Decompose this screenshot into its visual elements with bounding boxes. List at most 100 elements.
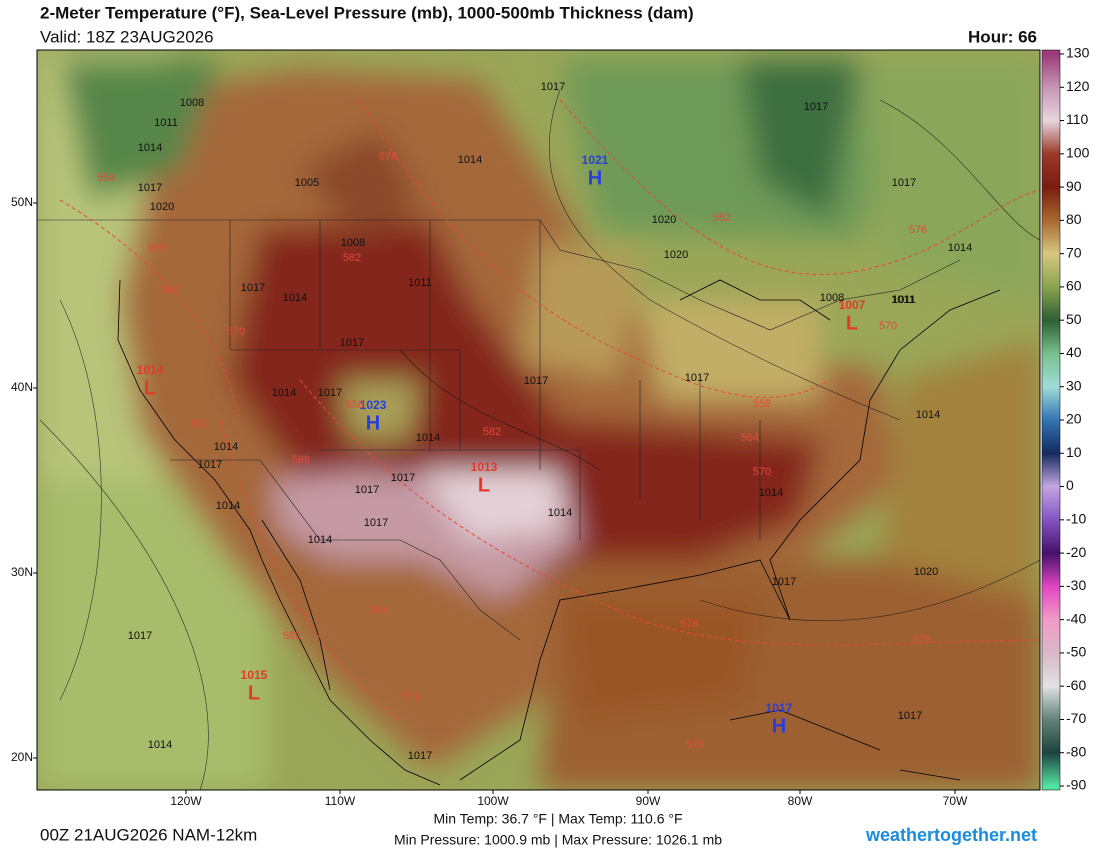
- isobar-label: 1008: [820, 292, 844, 304]
- colorbar-tick-label: 60: [1066, 278, 1082, 294]
- colorbar-tick-label: 40: [1066, 344, 1082, 360]
- isobar-label: 1008: [341, 237, 365, 249]
- isobar-label: 1005: [295, 177, 319, 189]
- thickness-label: 576: [909, 224, 927, 236]
- map-frame: [36, 49, 1041, 791]
- center-letter: L: [144, 377, 156, 399]
- thickness-label: 582: [483, 426, 501, 438]
- colorbar-tick-label: -20: [1066, 544, 1086, 560]
- center-letter: H: [366, 412, 380, 434]
- colorbar-tick-label: -50: [1066, 644, 1086, 660]
- isobar-label: 1011: [891, 294, 915, 306]
- isobar-label: 1020: [664, 249, 688, 261]
- title: 2-Meter Temperature (°F), Sea-Level Pres…: [40, 3, 694, 22]
- temp-stats: Min Temp: 36.7 °F | Max Temp: 110.6 °F: [433, 811, 682, 827]
- colorbar-tick-label: -40: [1066, 610, 1086, 626]
- colorbar-tick-label: 130: [1066, 45, 1090, 61]
- isobar-label: 1017: [685, 372, 709, 384]
- isobar-label: 1017: [391, 472, 415, 484]
- thickness-label: 570: [879, 320, 897, 332]
- colorbar-tick-label: 80: [1066, 211, 1082, 227]
- colorbar-tick-label: -70: [1066, 710, 1086, 726]
- model-run: 00Z 21AUG2026 NAM-12km: [40, 825, 257, 844]
- isobar-label: 1014: [148, 739, 172, 751]
- lon-label: 80W: [788, 794, 813, 808]
- lon-label: 90W: [636, 794, 661, 808]
- colorbar-tick-label: 0: [1066, 477, 1074, 493]
- isobar-label: 1017: [355, 484, 379, 496]
- isobar-label: 1017: [241, 282, 265, 294]
- center-pressure: 1007: [839, 298, 866, 312]
- isobar-label: 1017: [340, 337, 364, 349]
- isobar-label: 1017: [364, 517, 388, 529]
- colorbar-tick-label: -80: [1066, 743, 1086, 759]
- isobar-label: 1017: [524, 375, 548, 387]
- center-pressure: 1014: [137, 363, 164, 377]
- lon-label: 100W: [477, 794, 509, 808]
- thickness-label: 576: [686, 739, 704, 751]
- center-letter: H: [588, 167, 602, 189]
- isobar-label: 1020: [652, 214, 676, 226]
- colorbar-tick-label: 10: [1066, 444, 1082, 460]
- thickness-label: 588: [292, 454, 310, 466]
- forecast-hour: Hour: 66: [968, 27, 1037, 46]
- thickness-label: 564: [161, 284, 179, 296]
- center-pressure: 1021: [582, 153, 609, 167]
- colorbar-tick-label: 30: [1066, 377, 1082, 393]
- isobar-label: 1017: [318, 387, 342, 399]
- isobar-label: 1017: [138, 182, 162, 194]
- colorbar-tick-label: 20: [1066, 411, 1082, 427]
- lon-label: 110W: [325, 794, 356, 808]
- thickness-label: 558: [753, 398, 771, 410]
- isobar-label: 1014: [416, 432, 440, 444]
- colorbar-tick-label: 90: [1066, 178, 1082, 194]
- center-pressure: 1017: [766, 701, 793, 715]
- colorbar-tick-label: -10: [1066, 511, 1086, 527]
- isobar-label: 1014: [214, 441, 238, 453]
- isobar-label: 1014: [458, 154, 482, 166]
- isobars: [39, 89, 1040, 790]
- isobar-label: 1008: [180, 97, 204, 109]
- isobar-label: 1020: [914, 566, 938, 578]
- thickness-label: 564: [741, 432, 759, 444]
- colorbar-tick-label: -90: [1066, 777, 1086, 793]
- thickness-label: 582: [191, 418, 209, 430]
- thickness-label: 570: [403, 691, 421, 703]
- temperature-field: [37, 50, 1040, 790]
- colorbar-fill: [1041, 49, 1061, 791]
- map: [37, 50, 1040, 790]
- site-credit: weathertogether.net: [865, 825, 1037, 845]
- isobar-label: 1014: [308, 534, 332, 546]
- isobar-label: 1014: [916, 409, 940, 421]
- coastlines: [117, 279, 1001, 786]
- center-pressure: 1015: [241, 668, 268, 682]
- thickness-label: 552: [713, 212, 731, 224]
- thickness-label: 582: [283, 630, 301, 642]
- colorbar-tick-label: -60: [1066, 677, 1086, 693]
- valid-time: Valid: 18Z 23AUG2026: [40, 27, 214, 46]
- lat-label: 40N: [11, 380, 33, 394]
- isobar-label: 1017: [772, 576, 796, 588]
- colorbar-tick-label: 50: [1066, 311, 1082, 327]
- isobar-label: 1017: [892, 177, 916, 189]
- isobar-label: 1017: [804, 101, 828, 113]
- thickness-label: 582: [343, 252, 361, 264]
- lat-label: 20N: [11, 750, 33, 764]
- thickness-label: 576: [680, 618, 698, 630]
- colorbar-tick-label: 100: [1066, 145, 1090, 161]
- thickness-label: 564: [371, 604, 389, 616]
- thickness-label: 570: [753, 466, 771, 478]
- isobar-label: 1011: [892, 294, 916, 306]
- isobar-label: 1014: [216, 500, 240, 512]
- colorbar-tick-label: 70: [1066, 244, 1082, 260]
- isobar-label: 1011: [408, 277, 432, 289]
- center-letter: L: [248, 682, 260, 704]
- center-letter: L: [478, 474, 490, 496]
- isobar-label: 1017: [198, 459, 222, 471]
- pressure-stats: Min Pressure: 1000.9 mb | Max Pressure: …: [394, 832, 722, 848]
- thickness-label: 570: [227, 326, 245, 338]
- thickness-label: 576: [913, 634, 931, 646]
- center-letter: L: [846, 312, 858, 334]
